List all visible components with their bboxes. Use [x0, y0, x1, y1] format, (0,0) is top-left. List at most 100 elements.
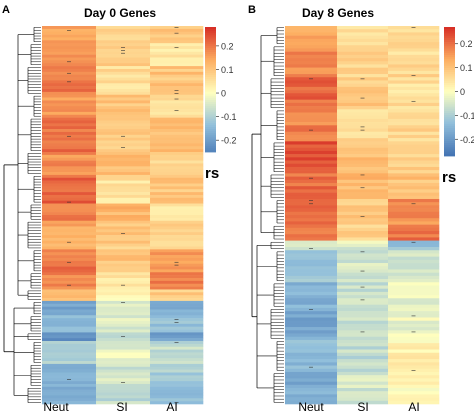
heatmap-cell	[285, 109, 338, 113]
colorbar-tick-label: -0.2	[460, 135, 474, 145]
heatmap-cell	[388, 67, 440, 72]
colorbar-segment	[444, 39, 455, 43]
heatmap-cell	[388, 134, 440, 139]
heatmap-cell	[337, 237, 389, 241]
heatmap-cell	[388, 182, 440, 187]
heatmap-cell	[42, 292, 97, 296]
heatmap-cell	[285, 371, 338, 376]
heatmap-cell	[150, 174, 204, 179]
heatmap-cell	[388, 253, 440, 257]
heatmap-cell	[96, 129, 151, 133]
heatmap-cell	[96, 260, 151, 264]
heatmap-cell	[150, 169, 204, 173]
heatmap-cell	[42, 37, 97, 41]
heatmap-cell	[150, 34, 204, 38]
heatmap-cell	[150, 372, 204, 376]
heatmap-cell	[337, 311, 389, 315]
heatmap-cell	[388, 359, 440, 363]
heatmap-cell	[42, 126, 97, 130]
heatmap-cell	[388, 106, 440, 110]
heatmap-cell	[42, 229, 97, 233]
heatmap-cell	[337, 147, 389, 152]
colorbar-segment	[444, 42, 455, 45]
heatmap-cell	[388, 189, 440, 193]
heatmap-cell	[285, 240, 338, 245]
heatmap-cell	[96, 401, 151, 405]
heatmap-cell	[285, 138, 338, 142]
heatmap-cell	[150, 329, 204, 333]
heatmap-cell	[388, 198, 440, 203]
heatmap-cell	[42, 358, 97, 362]
heatmap-cell	[388, 32, 440, 36]
colorbar-segment	[444, 59, 455, 62]
heatmap-cell	[388, 282, 440, 286]
heatmap-cell	[42, 26, 97, 30]
heatmap-cell	[42, 206, 97, 210]
heatmap-cell	[96, 91, 151, 96]
colorbar-segment	[205, 106, 216, 109]
heatmap-cell	[337, 70, 389, 75]
heatmap-cell	[96, 209, 151, 213]
heatmap-cell	[337, 38, 389, 43]
heatmap-cell	[42, 157, 97, 161]
heatmap-cell	[337, 307, 389, 312]
heatmap-cell	[42, 140, 97, 144]
colorbar-segment	[205, 62, 216, 65]
heatmap-cell	[150, 220, 204, 224]
heatmap-cell	[388, 195, 440, 200]
heatmap-cell	[285, 394, 338, 398]
heatmap-cell	[42, 180, 97, 184]
heatmap-cell	[388, 387, 440, 392]
colorbar-segment	[205, 139, 216, 142]
panel-a-col-label-si: SI	[116, 400, 127, 414]
heatmap-cell	[337, 32, 389, 36]
heatmap-cell	[96, 366, 151, 370]
heatmap-cell	[285, 160, 338, 165]
heatmap-cell	[96, 266, 151, 270]
heatmap-cell	[285, 387, 338, 392]
heatmap-cell	[337, 336, 389, 341]
heatmap-cell	[96, 143, 151, 147]
heatmap-cell	[285, 231, 338, 235]
heatmap-cell	[388, 144, 440, 149]
heatmap-cell	[96, 109, 151, 113]
heatmap-cell	[337, 141, 389, 145]
heatmap-cell	[96, 26, 151, 30]
heatmap-cell	[96, 361, 151, 365]
heatmap-cell	[42, 163, 97, 167]
colorbar-segment	[205, 91, 216, 95]
heatmap-cell	[150, 355, 204, 359]
heatmap-cell	[96, 80, 151, 84]
heatmap-cell	[96, 177, 151, 181]
heatmap-cell	[388, 317, 440, 322]
heatmap-cell	[285, 346, 338, 350]
heatmap-cell	[337, 189, 389, 193]
heatmap-cell	[337, 99, 389, 104]
colorbar-segment	[205, 145, 216, 149]
heatmap-cell	[285, 259, 338, 264]
heatmap-cell	[96, 329, 151, 333]
colorbar-segment	[205, 27, 216, 30]
heatmap-cell	[96, 203, 151, 207]
heatmap-cell	[96, 97, 151, 101]
heatmap-cell	[388, 311, 440, 315]
heatmap-cell	[285, 154, 338, 158]
colorbar-segment	[444, 110, 455, 114]
colorbar-segment	[205, 74, 216, 78]
heatmap-cell	[150, 154, 204, 159]
heatmap-cell	[285, 125, 338, 129]
heatmap-cell	[150, 286, 204, 290]
heatmap-cell	[150, 215, 204, 219]
heatmap-cell	[285, 90, 338, 94]
heatmap-cell	[96, 252, 151, 256]
heatmap-cell	[42, 286, 97, 290]
heatmap-cell	[42, 326, 97, 330]
heatmap-cell	[42, 323, 97, 327]
colorbar-segment	[444, 57, 455, 60]
heatmap-cell	[150, 389, 204, 393]
heatmap-cell	[42, 272, 97, 276]
colorbar-segment	[205, 120, 216, 124]
colorbar-segment	[444, 151, 455, 155]
panel-a-col-label-neut: Neut	[43, 400, 69, 414]
